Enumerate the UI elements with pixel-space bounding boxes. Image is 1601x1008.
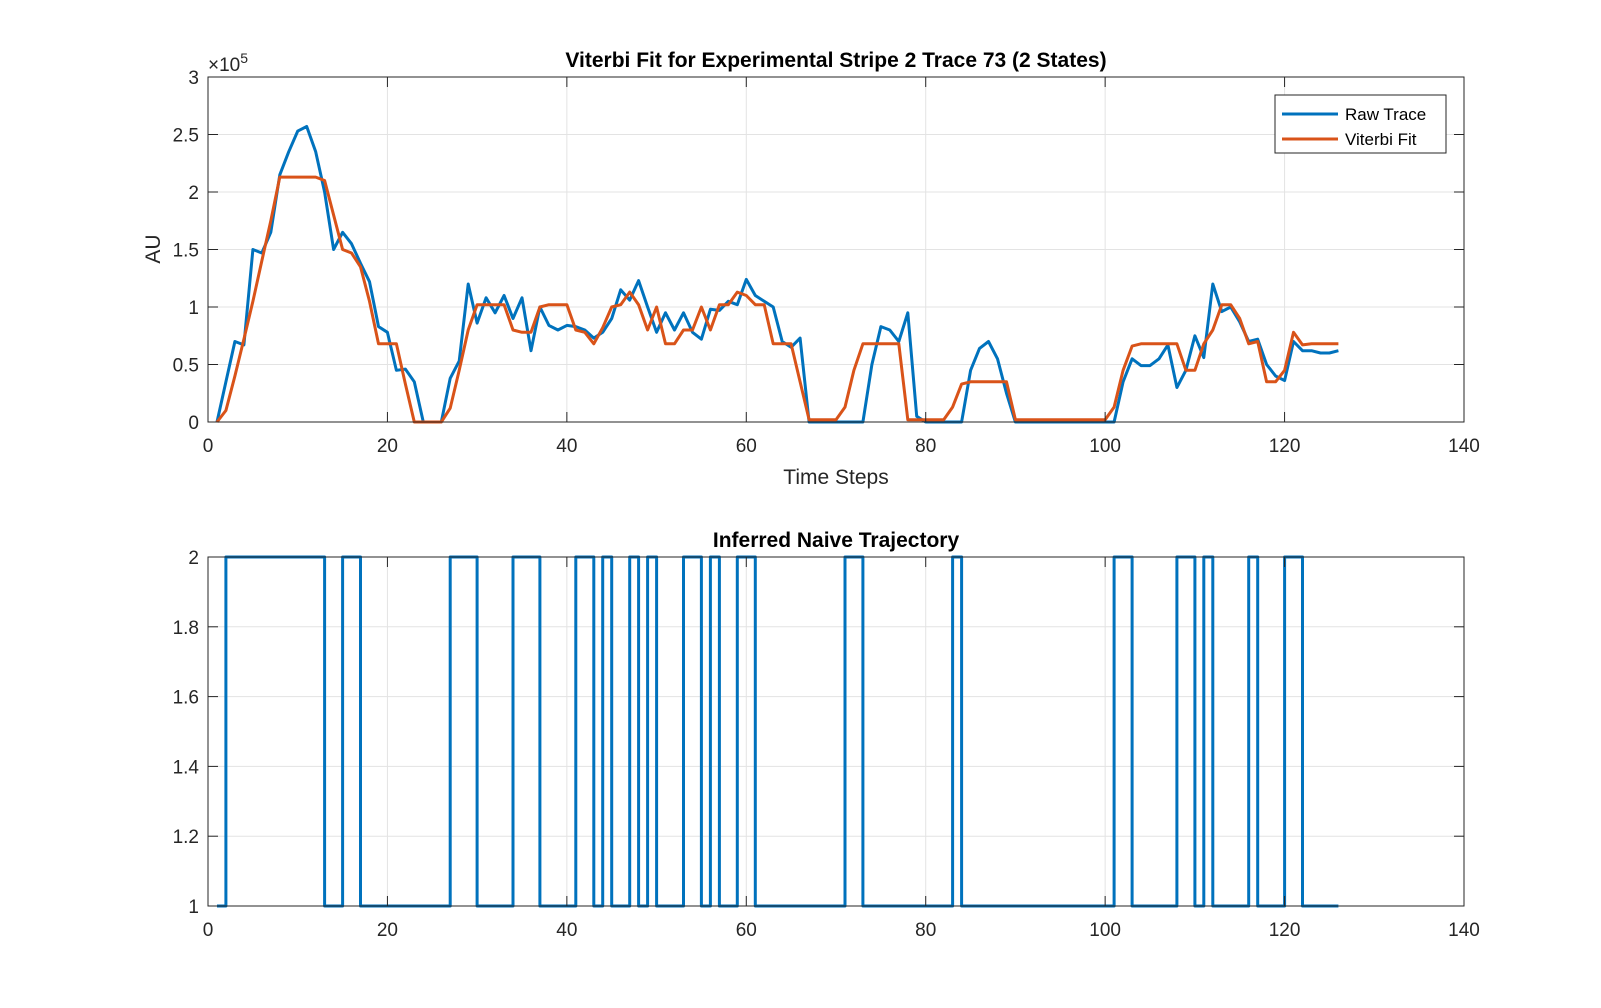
x-tick-label: 140 <box>1448 920 1480 941</box>
y-exponent-base: ×10 <box>208 55 240 76</box>
x-tick-label: 60 <box>736 920 757 941</box>
bottom-axes-box <box>207 556 1465 907</box>
bottom-axes: 0 20 40 60 80 100 120 140 1 1.2 1.4 1.6 1.8 2 Inferre… <box>173 529 1480 941</box>
legend-box <box>1274 94 1447 154</box>
x-tick-label: 40 <box>556 436 577 457</box>
y-tick-label: 1.6 <box>173 688 199 709</box>
x-tick-label: 100 <box>1089 436 1121 457</box>
y-tick-label: 1 <box>188 298 199 319</box>
y-tick-label: 1.5 <box>173 241 199 262</box>
x-tick-label: 20 <box>377 920 398 941</box>
top-chart-title: Viterbi Fit for Experimental Stripe 2 Tr… <box>565 49 1106 72</box>
y-exponent-label: ×105 <box>208 50 248 76</box>
legend-label-viterbi-fit: Viterbi Fit <box>1345 130 1417 149</box>
x-tick-label: 0 <box>203 920 214 941</box>
y-tick-label: 0 <box>188 413 199 434</box>
bottom-chart-title: Inferred Naive Trajectory <box>713 529 960 552</box>
x-tick-label: 20 <box>377 436 398 457</box>
y-tick-label: 2 <box>188 548 199 569</box>
y-tick-label: 2 <box>188 183 199 204</box>
series-line-raw-trace <box>215 125 1339 424</box>
top-x-axis-label: Time Steps <box>783 466 888 489</box>
y-tick-label: 1.2 <box>173 827 199 848</box>
legend: Raw Trace Viterbi Fit <box>1274 94 1447 154</box>
x-tick-label: 100 <box>1089 920 1121 941</box>
bottom-ticks: 0 20 40 60 80 100 120 140 1 1.2 1.4 1.6 1.8 2 <box>173 548 1480 941</box>
x-tick-label: 80 <box>915 436 936 457</box>
x-tick-label: 80 <box>915 920 936 941</box>
y-tick-label: 1 <box>188 897 199 918</box>
x-tick-label: 120 <box>1269 436 1301 457</box>
x-tick-label: 60 <box>736 436 757 457</box>
x-tick-label: 120 <box>1269 920 1301 941</box>
x-tick-label: 0 <box>203 436 214 457</box>
y-tick-label: 0.5 <box>173 356 199 377</box>
top-series-lines <box>215 125 1339 424</box>
x-tick-label: 40 <box>556 920 577 941</box>
top-y-axis-label: AU <box>142 234 165 263</box>
x-tick-label: 140 <box>1448 436 1480 457</box>
series-line-viterbi-fit <box>215 175 1339 424</box>
y-tick-label: 3 <box>188 68 199 89</box>
y-tick-label: 2.5 <box>173 126 199 147</box>
legend-label-raw-trace: Raw Trace <box>1345 105 1426 124</box>
y-exponent-power: 5 <box>240 50 248 66</box>
top-axes: 0 20 40 60 80 100 120 140 0 0.5 1 1.5 2 2.5 3 Viterbi … <box>142 49 1480 489</box>
y-tick-label: 1.8 <box>173 618 199 639</box>
y-tick-label: 1.4 <box>173 757 200 778</box>
top-grid <box>208 77 1464 422</box>
top-ticks: 0 20 40 60 80 100 120 140 0 0.5 1 1.5 2 2.5 3 <box>173 68 1480 457</box>
